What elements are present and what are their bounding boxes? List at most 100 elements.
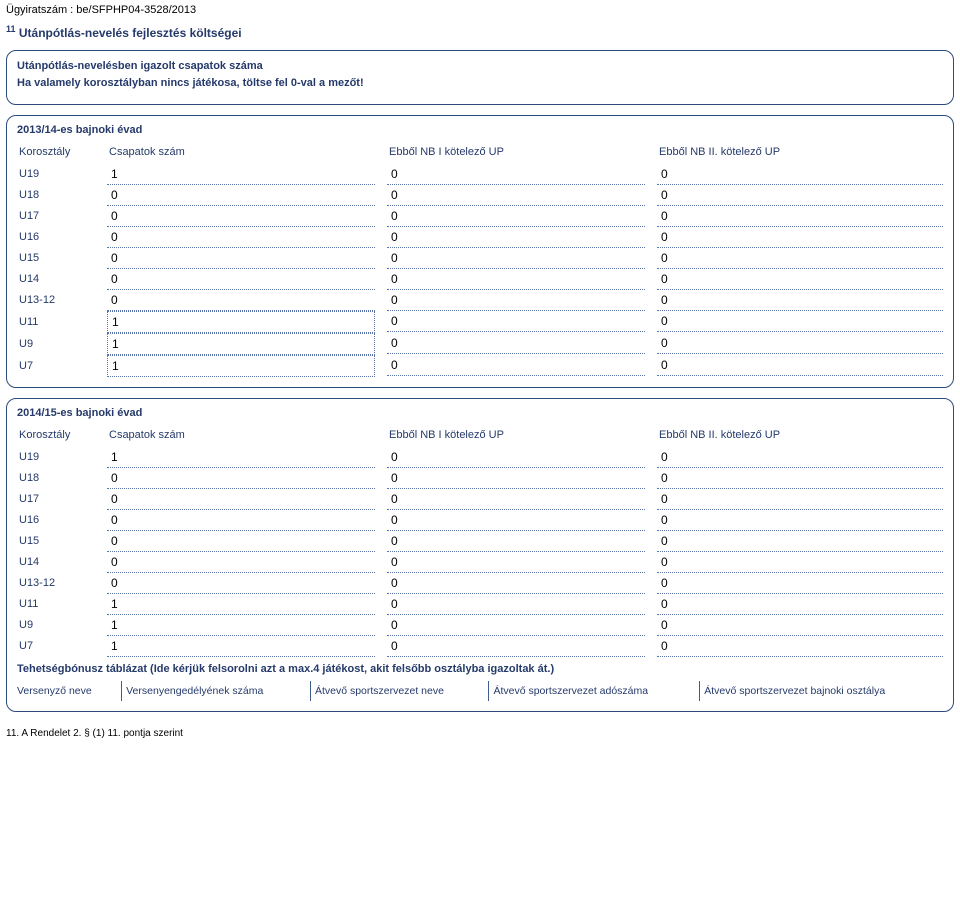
nb1-input[interactable]: 0	[387, 573, 645, 594]
nb2-input[interactable]: 0	[657, 248, 943, 269]
nb2-input[interactable]: 0	[657, 333, 943, 354]
nb1-input[interactable]: 0	[387, 615, 645, 636]
row-label: U17	[17, 206, 107, 227]
csapat-input[interactable]: 1	[107, 333, 375, 355]
row-label: U11	[17, 594, 107, 615]
nb2-input[interactable]: 0	[657, 510, 943, 531]
nb2-input[interactable]: 0	[657, 531, 943, 552]
csapat-input[interactable]: 1	[107, 311, 375, 333]
nb1-input[interactable]: 0	[387, 248, 645, 269]
nb2-input[interactable]: 0	[657, 311, 943, 332]
title-superscript: 11	[6, 24, 16, 34]
csapat-input[interactable]: 1	[107, 447, 375, 468]
csapat-input[interactable]: 1	[107, 164, 375, 185]
nb2-input[interactable]: 0	[657, 636, 943, 657]
nb1-input[interactable]: 0	[387, 531, 645, 552]
talent-col-header: Versenyengedélyének száma	[122, 681, 311, 701]
table-row: U19100	[17, 164, 943, 185]
nb1-input[interactable]: 0	[387, 447, 645, 468]
nb2-input[interactable]: 0	[657, 269, 943, 290]
table-row: U15000	[17, 531, 943, 552]
row-label: U7	[17, 636, 107, 657]
season-panel-2013-14: 2013/14-es bajnoki évad Korosztály Csapa…	[6, 115, 954, 388]
nb1-input[interactable]: 0	[387, 510, 645, 531]
intro-line-2: Ha valamely korosztályban nincs játékosa…	[17, 76, 943, 91]
talent-table: Versenyző neveVersenyengedélyének számaÁ…	[17, 681, 943, 701]
col-header-nb2: Ebből NB II. kötelező UP	[657, 142, 943, 164]
csapat-input[interactable]: 0	[107, 510, 375, 531]
csapat-input[interactable]: 0	[107, 206, 375, 227]
nb1-input[interactable]: 0	[387, 185, 645, 206]
nb2-input[interactable]: 0	[657, 290, 943, 311]
nb1-input[interactable]: 0	[387, 594, 645, 615]
nb2-input[interactable]: 0	[657, 185, 943, 206]
table-row: U15000	[17, 248, 943, 269]
row-label: U14	[17, 552, 107, 573]
nb1-input[interactable]: 0	[387, 269, 645, 290]
table-row: U17000	[17, 206, 943, 227]
row-label: U16	[17, 227, 107, 248]
table-row: U13-12000	[17, 290, 943, 311]
csapat-input[interactable]: 0	[107, 552, 375, 573]
season-title: 2014/15-es bajnoki évad	[17, 407, 943, 419]
nb2-input[interactable]: 0	[657, 594, 943, 615]
row-label: U11	[17, 311, 107, 333]
row-label: U16	[17, 510, 107, 531]
csapat-input[interactable]: 0	[107, 290, 375, 311]
talent-col-header: Versenyző neve	[17, 681, 122, 701]
csapat-input[interactable]: 1	[107, 615, 375, 636]
nb2-input[interactable]: 0	[657, 615, 943, 636]
nb2-input[interactable]: 0	[657, 573, 943, 594]
nb1-input[interactable]: 0	[387, 333, 645, 354]
table-row: U16000	[17, 510, 943, 531]
col-header-nb1: Ebből NB I kötelező UP	[387, 142, 657, 164]
csapat-input[interactable]: 0	[107, 531, 375, 552]
footnote: 11. A Rendelet 2. § (1) 11. pontja szeri…	[6, 728, 954, 739]
table-row: U14000	[17, 269, 943, 290]
page-title: 11 Utánpótlás-nevelés fejlesztés költség…	[6, 24, 954, 40]
row-label: U15	[17, 531, 107, 552]
nb2-input[interactable]: 0	[657, 206, 943, 227]
nb1-input[interactable]: 0	[387, 489, 645, 510]
row-label: U13-12	[17, 573, 107, 594]
csapat-input[interactable]: 0	[107, 227, 375, 248]
nb1-input[interactable]: 0	[387, 468, 645, 489]
row-label: U17	[17, 489, 107, 510]
nb2-input[interactable]: 0	[657, 227, 943, 248]
csapat-input[interactable]: 1	[107, 636, 375, 657]
nb1-input[interactable]: 0	[387, 227, 645, 248]
table-row: U17000	[17, 489, 943, 510]
csapat-input[interactable]: 0	[107, 269, 375, 290]
csapat-input[interactable]: 0	[107, 468, 375, 489]
table-row: U7100	[17, 636, 943, 657]
row-label: U18	[17, 185, 107, 206]
nb1-input[interactable]: 0	[387, 636, 645, 657]
nb2-input[interactable]: 0	[657, 468, 943, 489]
csapat-input[interactable]: 1	[107, 355, 375, 377]
csapat-input[interactable]: 0	[107, 573, 375, 594]
nb1-input[interactable]: 0	[387, 355, 645, 376]
table-row: U7100	[17, 355, 943, 377]
csapat-input[interactable]: 1	[107, 594, 375, 615]
nb2-input[interactable]: 0	[657, 355, 943, 376]
nb2-input[interactable]: 0	[657, 552, 943, 573]
col-header-nb1: Ebből NB I kötelező UP	[387, 425, 657, 447]
nb2-input[interactable]: 0	[657, 489, 943, 510]
row-label: U9	[17, 615, 107, 636]
season1-table: Korosztály Csapatok szám Ebből NB I köte…	[17, 142, 943, 377]
csapat-input[interactable]: 0	[107, 248, 375, 269]
nb1-input[interactable]: 0	[387, 290, 645, 311]
nb1-input[interactable]: 0	[387, 164, 645, 185]
row-label: U19	[17, 447, 107, 468]
nb1-input[interactable]: 0	[387, 552, 645, 573]
nb2-input[interactable]: 0	[657, 447, 943, 468]
csapat-input[interactable]: 0	[107, 489, 375, 510]
row-label: U14	[17, 269, 107, 290]
table-row: U9100	[17, 333, 943, 355]
nb1-input[interactable]: 0	[387, 206, 645, 227]
talent-col-header: Átvevő sportszervezet neve	[310, 681, 489, 701]
nb2-input[interactable]: 0	[657, 164, 943, 185]
row-label: U18	[17, 468, 107, 489]
csapat-input[interactable]: 0	[107, 185, 375, 206]
nb1-input[interactable]: 0	[387, 311, 645, 332]
